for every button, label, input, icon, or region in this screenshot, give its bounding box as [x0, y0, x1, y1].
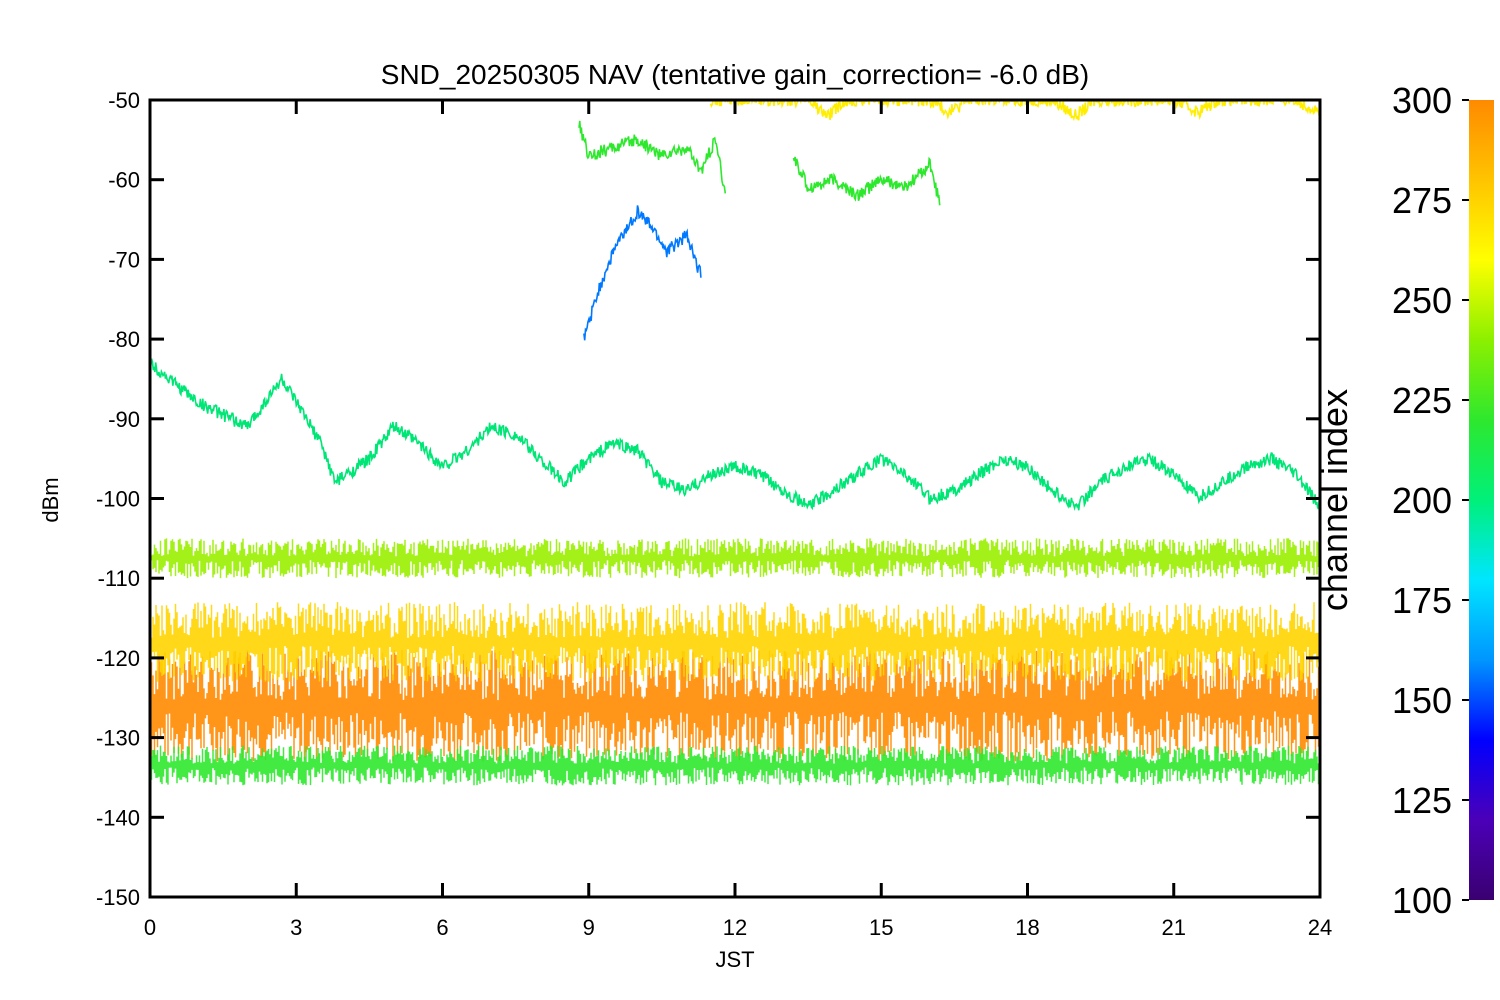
y-tick-label: -130: [96, 726, 140, 751]
x-tick-label: 18: [1015, 915, 1039, 940]
y-tick-label: -70: [108, 247, 140, 272]
colorbar-tick-label: 150: [1392, 680, 1452, 721]
chart-title: SND_20250305 NAV (tentative gain_correct…: [381, 59, 1089, 90]
y-tick-label: -100: [96, 487, 140, 512]
colorbar-tick-label: 275: [1392, 180, 1452, 221]
colorbar-tick-label: 250: [1392, 280, 1452, 321]
x-axis-label: JST: [715, 947, 754, 972]
x-tick-label: 9: [583, 915, 595, 940]
series-band-0: [150, 649, 1320, 762]
series-line-7: [583, 205, 702, 341]
series-band-1: [150, 602, 1320, 682]
x-tick-label: 0: [144, 915, 156, 940]
colorbar-label: channel index: [1314, 389, 1355, 611]
y-tick-label: -150: [96, 885, 140, 910]
colorbar-tick-label: 100: [1392, 880, 1452, 921]
series-line-5: [578, 120, 727, 194]
y-tick-label: -110: [98, 566, 140, 591]
x-tick-label: 3: [290, 915, 302, 940]
colorbar-tick-label: 300: [1392, 80, 1452, 121]
colorbar-tick-label: 175: [1392, 580, 1452, 621]
colorbar-ticks: 100 125 150 175 200 225 250 275 300: [1392, 80, 1469, 921]
x-tick-label: 24: [1308, 915, 1332, 940]
colorbar-tick-label: 200: [1392, 480, 1452, 521]
x-tick-label: 21: [1162, 915, 1186, 940]
y-axis-label: dBm: [38, 477, 63, 522]
colorbar: [1469, 100, 1494, 900]
x-tick-label: 6: [436, 915, 448, 940]
y-tick-label: -90: [108, 407, 140, 432]
series-line-8: [709, 100, 1320, 122]
y-tick-label: -80: [108, 327, 140, 352]
x-axis: 0 3 6 9 12 15 18 21 24: [144, 100, 1332, 940]
colorbar-tick-label: 225: [1392, 380, 1452, 421]
y-axis: -50 -60 -70 -80 -90 -100 -110 -120 -130 -140 -150: [96, 88, 1320, 910]
colorbar-tick-label: 125: [1392, 780, 1452, 821]
series-band-3: [150, 538, 1320, 579]
y-tick-label: -60: [108, 168, 140, 193]
y-tick-label: -120: [96, 646, 140, 671]
y-tick-label: -50: [108, 88, 140, 113]
series-line-6: [792, 156, 941, 206]
series-line-4: [150, 358, 1320, 511]
x-tick-label: 15: [869, 915, 893, 940]
x-tick-label: 12: [723, 915, 747, 940]
series-band-2: [150, 745, 1320, 786]
plot-area: [150, 100, 1320, 786]
y-tick-label: -140: [96, 805, 140, 830]
